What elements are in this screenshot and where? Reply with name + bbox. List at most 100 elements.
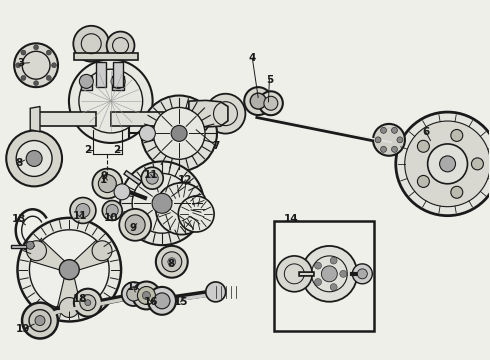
Circle shape — [148, 287, 176, 315]
Circle shape — [119, 209, 151, 241]
Polygon shape — [11, 244, 34, 248]
Text: 1: 1 — [100, 175, 107, 185]
Circle shape — [156, 246, 188, 278]
Circle shape — [381, 146, 387, 152]
Circle shape — [417, 140, 429, 152]
Text: 14: 14 — [284, 215, 299, 224]
Circle shape — [21, 76, 26, 80]
Circle shape — [29, 310, 51, 332]
Circle shape — [132, 174, 192, 233]
Circle shape — [471, 158, 484, 170]
Circle shape — [16, 63, 21, 68]
Text: 19: 19 — [16, 324, 30, 334]
Circle shape — [381, 127, 387, 133]
Circle shape — [375, 137, 381, 143]
Circle shape — [321, 266, 337, 282]
Circle shape — [92, 241, 112, 261]
Circle shape — [405, 121, 490, 207]
Circle shape — [69, 59, 152, 143]
Circle shape — [315, 279, 321, 285]
Circle shape — [106, 204, 118, 216]
Circle shape — [6, 131, 62, 186]
Text: 16: 16 — [144, 297, 159, 307]
Polygon shape — [57, 278, 81, 307]
Polygon shape — [186, 108, 211, 130]
Text: 11: 11 — [73, 211, 87, 221]
Circle shape — [178, 196, 214, 232]
Circle shape — [18, 218, 121, 321]
Circle shape — [70, 198, 96, 224]
Text: 7: 7 — [212, 141, 220, 151]
Circle shape — [392, 127, 397, 133]
Circle shape — [85, 300, 91, 306]
Circle shape — [46, 76, 51, 80]
Text: 9: 9 — [129, 224, 136, 233]
Polygon shape — [30, 107, 40, 132]
Circle shape — [396, 112, 490, 216]
Circle shape — [74, 289, 102, 316]
Circle shape — [330, 284, 337, 291]
Text: 18: 18 — [73, 294, 87, 304]
Circle shape — [93, 168, 122, 198]
Circle shape — [46, 50, 51, 55]
Bar — [274, 221, 374, 331]
Circle shape — [451, 130, 463, 141]
Text: 17: 17 — [126, 282, 141, 292]
Text: 8: 8 — [167, 259, 174, 269]
Circle shape — [79, 75, 93, 88]
Circle shape — [205, 94, 245, 134]
Circle shape — [171, 125, 187, 141]
Circle shape — [102, 201, 122, 220]
Circle shape — [127, 287, 141, 301]
Circle shape — [428, 144, 467, 184]
Circle shape — [259, 91, 283, 115]
Text: 5: 5 — [266, 75, 273, 85]
Circle shape — [125, 215, 145, 235]
Circle shape — [340, 270, 347, 277]
Polygon shape — [30, 240, 65, 270]
Circle shape — [147, 172, 158, 184]
Text: 12: 12 — [178, 175, 193, 185]
Polygon shape — [111, 112, 194, 126]
Circle shape — [392, 146, 397, 152]
Circle shape — [373, 124, 405, 156]
Circle shape — [206, 282, 226, 302]
Circle shape — [141, 95, 217, 171]
Polygon shape — [112, 76, 124, 90]
Polygon shape — [74, 240, 108, 270]
Polygon shape — [74, 53, 138, 60]
Circle shape — [330, 257, 337, 264]
Circle shape — [264, 96, 278, 110]
Circle shape — [156, 183, 207, 235]
Circle shape — [35, 316, 45, 325]
Text: 4: 4 — [248, 53, 256, 63]
Polygon shape — [189, 100, 228, 127]
Circle shape — [76, 203, 90, 217]
Text: 10: 10 — [103, 213, 118, 222]
Text: 6: 6 — [422, 127, 429, 136]
Circle shape — [417, 175, 429, 188]
Circle shape — [168, 258, 176, 266]
Circle shape — [111, 75, 125, 88]
Circle shape — [26, 241, 34, 249]
Circle shape — [276, 256, 312, 292]
Text: 9: 9 — [101, 171, 108, 181]
Circle shape — [152, 193, 172, 213]
Polygon shape — [80, 76, 92, 90]
Circle shape — [34, 45, 39, 50]
Circle shape — [107, 32, 134, 59]
Text: 2: 2 — [114, 144, 121, 154]
Circle shape — [154, 293, 170, 309]
Circle shape — [22, 303, 58, 338]
Circle shape — [80, 295, 96, 311]
Polygon shape — [36, 112, 96, 126]
Circle shape — [34, 81, 39, 86]
Circle shape — [98, 175, 116, 193]
Circle shape — [26, 150, 42, 166]
Text: 3: 3 — [17, 58, 24, 68]
Circle shape — [120, 162, 204, 245]
Circle shape — [14, 43, 58, 87]
Circle shape — [59, 298, 79, 318]
Circle shape — [352, 264, 372, 284]
Text: 13: 13 — [12, 215, 27, 224]
